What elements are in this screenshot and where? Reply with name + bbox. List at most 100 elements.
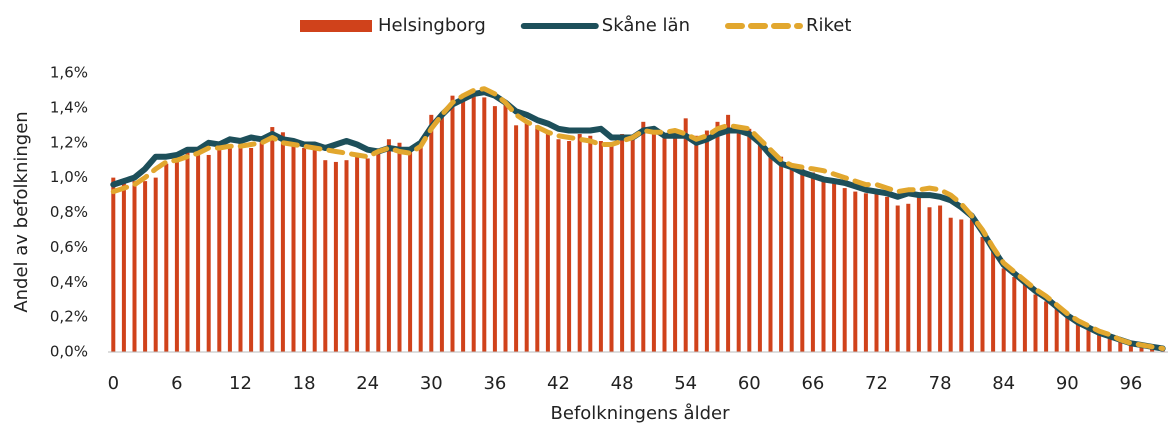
bar	[620, 134, 625, 352]
bar	[895, 205, 900, 352]
bar	[768, 147, 773, 352]
y-tick-label: 0,8%	[50, 203, 88, 221]
bar	[514, 125, 519, 352]
bar	[333, 161, 338, 352]
bar	[429, 114, 434, 352]
x-tick-label: 24	[356, 373, 379, 394]
bar	[227, 146, 232, 352]
bar	[832, 182, 837, 352]
x-tick-label: 60	[738, 373, 761, 394]
x-tick-label: 54	[674, 373, 697, 394]
bar	[800, 168, 805, 352]
bar	[461, 93, 466, 353]
bar	[1044, 301, 1049, 352]
x-tick-label: 12	[229, 373, 252, 394]
bar	[153, 177, 158, 352]
x-tick-label: 96	[1119, 373, 1142, 394]
bar	[704, 130, 709, 352]
y-tick-label: 0,2%	[50, 308, 88, 326]
x-tick-label: 6	[171, 373, 182, 394]
bar	[736, 125, 741, 352]
bar	[916, 195, 921, 352]
bar	[694, 135, 699, 352]
bar	[1022, 282, 1027, 352]
x-axis-title: Befolkningens ålder	[551, 403, 731, 424]
y-tick-label: 0,0%	[50, 343, 88, 361]
bar	[111, 177, 116, 352]
bar	[567, 141, 572, 352]
bar	[789, 163, 794, 352]
bar	[969, 219, 974, 352]
bar	[779, 156, 784, 352]
y-tick-label: 1,0%	[50, 168, 88, 186]
bar	[757, 137, 762, 352]
bar	[556, 139, 561, 352]
x-tick-label: 48	[611, 373, 634, 394]
bar	[980, 236, 985, 352]
bar	[365, 158, 370, 352]
bar	[1012, 277, 1017, 352]
legend-label: Riket	[806, 15, 851, 36]
y-axis-title: Andel av befolkningen	[11, 111, 32, 312]
bar	[885, 196, 890, 352]
bar	[641, 121, 646, 352]
bar	[991, 250, 996, 352]
bar	[492, 106, 497, 352]
bar	[1033, 294, 1038, 352]
bar	[291, 146, 296, 352]
bar	[355, 156, 360, 352]
bar	[323, 160, 328, 352]
bar	[673, 134, 678, 352]
x-tick-label: 18	[293, 373, 316, 394]
y-tick-label: 1,2%	[50, 133, 88, 151]
bar	[185, 147, 190, 352]
line-series	[110, 86, 1166, 351]
y-tick-label: 1,4%	[50, 98, 88, 116]
x-tick-label: 72	[865, 373, 888, 394]
bar	[132, 181, 137, 352]
bar	[121, 182, 126, 352]
bar	[1065, 315, 1070, 352]
bar	[938, 205, 943, 352]
bar	[948, 217, 953, 352]
bar	[810, 172, 815, 352]
bar	[1086, 327, 1091, 352]
bar	[1139, 345, 1144, 352]
bar	[683, 118, 688, 353]
bar	[842, 188, 847, 352]
x-tick-label: 30	[420, 373, 443, 394]
bar	[386, 139, 391, 352]
bar	[418, 142, 423, 352]
bar	[1097, 332, 1102, 352]
bar	[408, 151, 413, 352]
bar	[471, 95, 476, 352]
legend-label: Skåne län	[602, 15, 690, 36]
bar	[662, 134, 667, 352]
bar	[344, 160, 349, 352]
y-tick-label: 0,4%	[50, 273, 88, 291]
bar	[874, 191, 879, 352]
x-tick-label: 42	[547, 373, 570, 394]
bar	[174, 160, 179, 352]
bar	[217, 147, 222, 352]
bar	[630, 135, 635, 352]
y-tick-label: 1,6%	[50, 64, 88, 82]
bar	[270, 127, 275, 353]
bar	[577, 134, 582, 352]
bar	[588, 135, 593, 352]
bar	[598, 141, 603, 352]
bar	[280, 132, 285, 352]
bar	[482, 97, 487, 352]
legend-label: Helsingborg	[378, 15, 486, 36]
bar	[196, 151, 201, 352]
bar	[726, 114, 731, 352]
legend-swatch	[300, 20, 372, 32]
bar	[1128, 343, 1133, 352]
bar	[1107, 336, 1112, 352]
bar	[863, 193, 868, 352]
bar	[450, 95, 455, 352]
bar	[1054, 308, 1059, 352]
x-tick-label: 84	[992, 373, 1015, 394]
bar	[376, 151, 381, 352]
